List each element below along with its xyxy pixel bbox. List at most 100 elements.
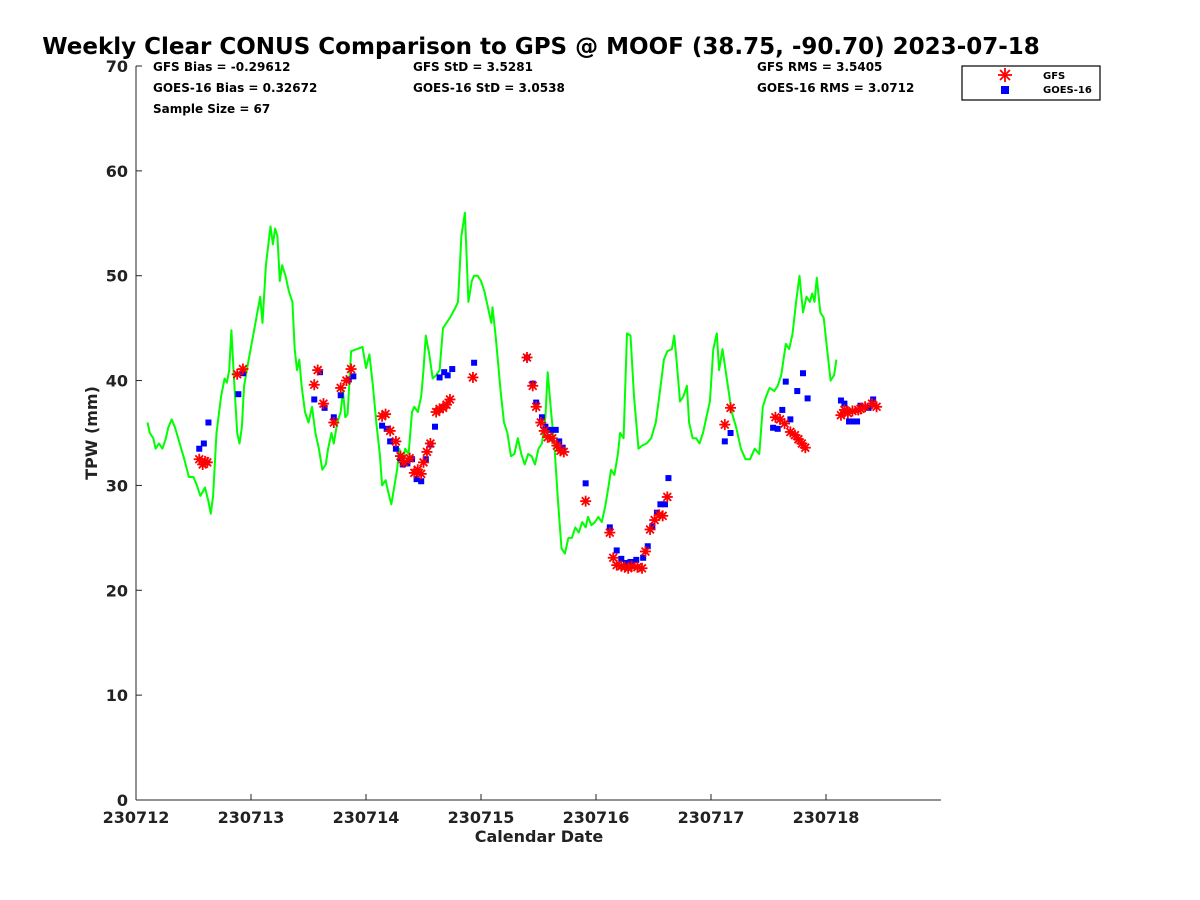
goes16-point [622,560,629,567]
y-axis-label: TPW (mm) [82,386,101,480]
goes16-point [870,396,877,403]
gfs-point [418,456,429,468]
gfs-series [193,352,883,574]
stat-gfs-bias: GFS Bias = -0.29612 [153,60,290,74]
gfs-point [312,364,324,376]
goes16-point [392,445,399,452]
y-tick-label: 60 [106,162,128,181]
goes16-point [436,374,443,381]
goes16-point [205,419,212,426]
goes16-point [644,543,651,550]
y-tick-label: 50 [106,267,128,286]
goes16-point [444,372,451,379]
legend-gfs-asterisk [998,68,1012,82]
gfs-point [535,417,547,429]
gfs-point [530,401,542,413]
gfs-point [661,491,673,503]
y-tick-label: 70 [106,57,128,76]
x-tick-label: 230714 [333,808,400,827]
y-tick-label: 20 [106,581,128,600]
goes16-point [471,359,478,366]
gps-line [146,211,838,555]
goes16-point [665,475,672,482]
legend-gfs-label: GFS [1043,71,1065,82]
goes16-point [379,422,386,429]
goes16-point [538,414,545,421]
x-tick-label: 230716 [563,808,630,827]
gfs-point [546,432,558,444]
goes16-point [311,396,318,403]
stat-goes-rms: GOES-16 RMS = 3.0712 [757,81,914,95]
stat-goes-std: GOES-16 StD = 3.0538 [413,81,565,95]
chart-title: Weekly Clear CONUS Comparison to GPS @ M… [42,34,1040,60]
y-tick-label: 40 [106,372,128,391]
goes16-point [770,424,777,431]
goes16-point [383,425,390,432]
gfs-point [335,382,347,394]
stat-gfs-rms: GFS RMS = 3.5405 [757,60,882,74]
gfs-point [201,456,213,468]
gfs-point [345,363,357,375]
goes16-point [662,501,668,508]
gfs-point [390,435,402,447]
legend: GFS GOES-16 [961,65,1101,101]
gfs-point [871,401,883,413]
gfs-point [719,419,731,431]
stat-goes-bias: GOES-16 Bias = 0.32672 [153,81,317,95]
gps-series [146,211,838,555]
x-tick-label: 230717 [678,808,745,827]
gfs-point [384,425,396,437]
goes16-point [782,378,789,385]
goes16-point [794,388,801,395]
gfs-point [404,452,416,464]
legend-gfs-marker [998,68,1012,82]
x-tick-label: 230712 [103,808,170,827]
gfs-point [636,562,648,574]
gfs-point [444,393,456,405]
gfs-point [231,368,243,380]
plot-area: 0 10 20 30 40 50 60 70 230712 230713 230714 230715… [103,57,941,827]
gfs-point [415,468,427,480]
goes16-point [547,426,553,433]
legend-box [961,65,1101,101]
y-tick-label: 10 [106,686,128,705]
x-axis-label: Calendar Date [475,827,604,846]
goes16-point [418,478,425,485]
goes16-point [387,438,394,445]
goes16-point [413,476,420,483]
y-tick-label: 0 [117,791,128,810]
y-tick-label: 30 [106,476,128,495]
goes16-point [337,392,344,399]
gfs-point [308,379,320,391]
goes16-point [804,395,811,402]
goes16-point [582,480,589,487]
goes16-point [350,373,357,380]
goes16-point [627,558,634,565]
goes16-point [774,425,781,432]
gfs-point [380,408,392,420]
gfs-point [521,352,533,364]
gfs-point [424,437,436,449]
legend-goes16-marker [1001,86,1009,94]
gfs-point [317,398,329,410]
gfs-point [639,545,651,557]
goes16-point [404,460,411,467]
gfs-point [604,527,616,539]
y-axis-ticks: 0 10 20 30 40 50 60 70 [106,57,142,810]
goes16-point [849,418,856,425]
goes16-point [633,556,640,563]
stats-block: GFS Bias = -0.29612 GFS StD = 3.5281 GFS… [153,60,914,116]
gfs-point [237,363,249,375]
goes16-point [837,397,844,404]
gfs-point [467,371,479,383]
goes16-point [721,438,728,445]
goes16-point [321,404,328,411]
goes16-point [552,426,559,433]
gfs-point [328,417,340,429]
goes16-point [432,423,438,430]
goes16-point [787,416,794,423]
goes16-point [800,370,806,377]
goes16-point [542,423,549,430]
